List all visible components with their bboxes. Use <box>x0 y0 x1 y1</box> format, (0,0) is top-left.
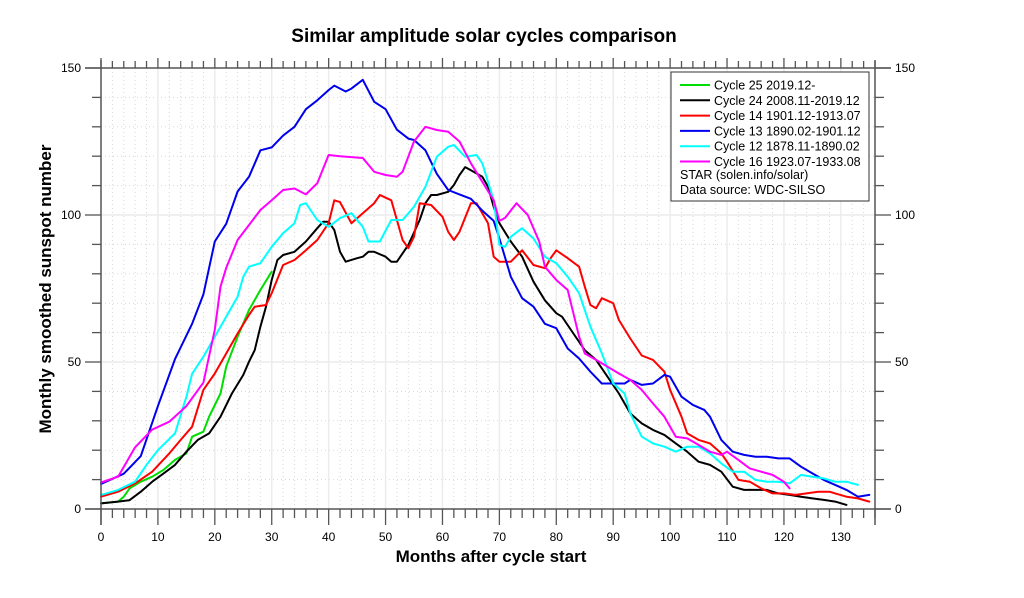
ticks: 0 10 20 30 40 50 60 70 80 90 100 110 120 130 0 50 100 150… <box>61 58 915 544</box>
legend-label-4: Cycle 12 1878.11-1890.02 <box>714 140 860 154</box>
legend-label-0: Cycle 25 2019.12- <box>714 79 815 93</box>
x-tick-label: 120 <box>774 530 794 544</box>
x-tick-label: 0 <box>98 530 105 544</box>
series-layer <box>100 78 871 506</box>
chart-title: Similar amplitude solar cycles compariso… <box>291 26 676 47</box>
series-line-0 <box>100 270 273 505</box>
series-line-4 <box>100 144 859 496</box>
y-tick-label-right: 100 <box>895 208 915 222</box>
grid <box>101 68 876 509</box>
x-tick-label: 110 <box>717 530 736 544</box>
x-tick-label: 10 <box>151 530 165 544</box>
legend-box <box>670 71 870 202</box>
x-tick-label: 60 <box>436 530 450 544</box>
y-tick-label-right: 50 <box>895 355 909 369</box>
y-tick-label-left: 100 <box>61 208 81 222</box>
series-line-5 <box>100 125 791 490</box>
x-tick-label: 40 <box>322 530 336 544</box>
x-axis-label: Months after cycle start <box>396 547 587 566</box>
x-tick-label: 130 <box>831 530 851 544</box>
x-tick-label: 90 <box>607 530 621 544</box>
y-tick-label-left: 150 <box>61 61 81 75</box>
legend: Cycle 25 2019.12-Cycle 24 2008.11-2019.1… <box>670 71 870 202</box>
y-tick-label-left: 50 <box>68 355 82 369</box>
legend-label-3: Cycle 13 1890.02-1901.12 <box>714 124 861 138</box>
x-tick-label: 80 <box>550 530 564 544</box>
y-tick-label-left: 0 <box>74 502 81 516</box>
series-line-1 <box>100 166 848 506</box>
x-tick-label: 30 <box>265 530 279 544</box>
series-line-2 <box>100 194 871 503</box>
y-tick-label-right: 150 <box>895 61 915 75</box>
x-tick-label: 70 <box>493 530 507 544</box>
x-tick-label: 20 <box>208 530 222 544</box>
y-tick-label-right: 0 <box>895 502 902 516</box>
legend-label-1: Cycle 24 2008.11-2019.12 <box>714 94 860 108</box>
legend-note-star: STAR (solen.info/solar) <box>680 168 808 182</box>
legend-note-source: Data source: WDC-SILSO <box>680 183 825 197</box>
legend-label-2: Cycle 14 1901.12-1913.07 <box>714 109 861 123</box>
legend-label-5: Cycle 16 1923.07-1933.08 <box>714 155 861 169</box>
x-tick-label: 50 <box>379 530 393 544</box>
y-axis-label: Monthly smoothed sunspot number <box>36 144 55 433</box>
x-tick-label: 100 <box>660 530 680 544</box>
